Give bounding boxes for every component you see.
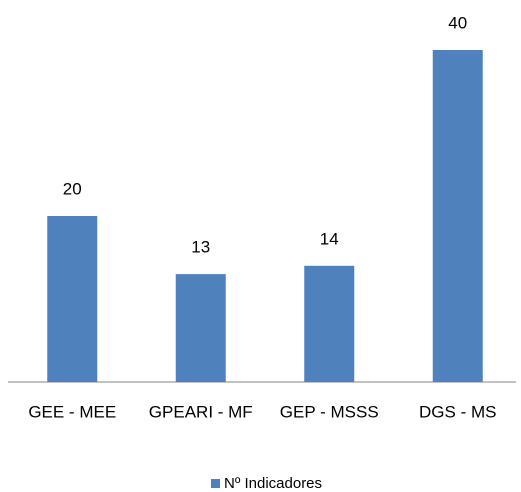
legend-swatch: [211, 479, 220, 488]
bar: [304, 265, 355, 382]
x-tick-label: GPEARI - MF: [149, 402, 253, 421]
bar: [47, 216, 98, 382]
legend-text: Nº Indicadores: [224, 475, 322, 492]
bar: [175, 274, 226, 382]
data-label: 14: [320, 229, 339, 248]
bar: [432, 50, 483, 382]
data-label: 40: [448, 13, 467, 32]
x-tick-label: DGS - MS: [419, 402, 496, 421]
data-label: 20: [63, 179, 82, 198]
data-label: 13: [191, 238, 210, 257]
x-tick-label: GEP - MSSS: [280, 402, 379, 421]
x-tick-label: GEE - MEE: [28, 402, 116, 421]
